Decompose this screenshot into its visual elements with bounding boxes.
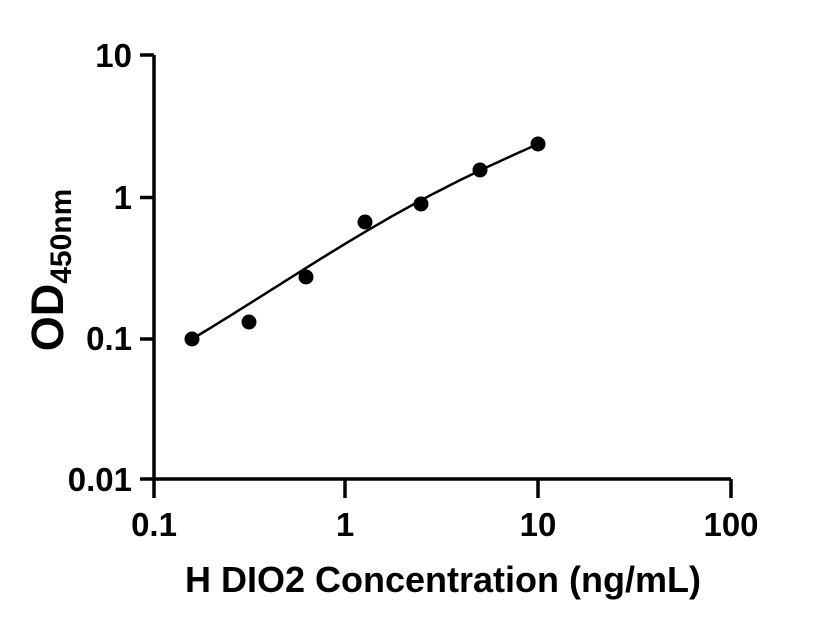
svg-text:0.01: 0.01	[68, 461, 132, 498]
svg-text:1: 1	[114, 179, 132, 216]
svg-text:0.1: 0.1	[131, 506, 177, 543]
svg-text:10: 10	[520, 506, 557, 543]
svg-text:H DIO2 Concentration (ng/mL): H DIO2 Concentration (ng/mL)	[185, 559, 701, 600]
svg-text:100: 100	[703, 506, 758, 543]
svg-text:1: 1	[336, 506, 354, 543]
svg-text:0.1: 0.1	[86, 320, 132, 357]
svg-text:10: 10	[95, 37, 132, 74]
svg-text:OD450nm: OD450nm	[22, 189, 78, 352]
